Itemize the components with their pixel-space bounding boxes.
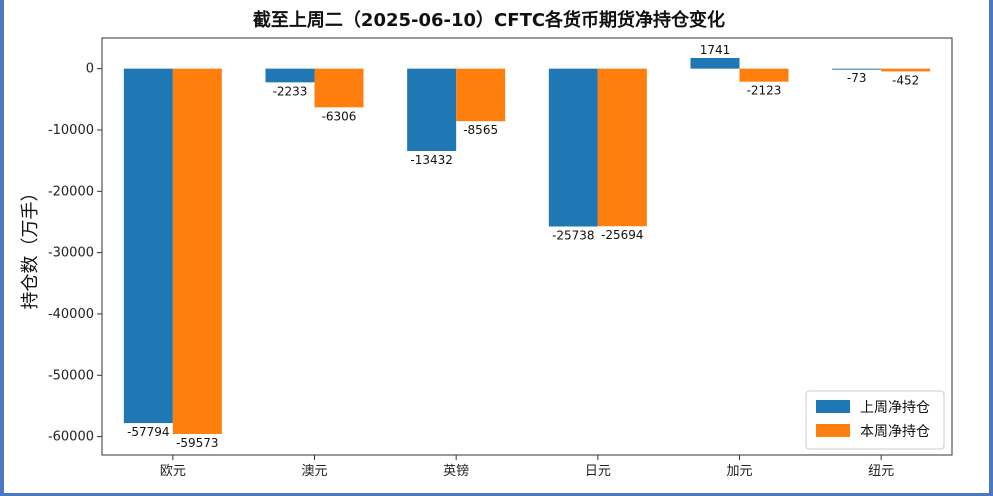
bar-labels-layer: -57794-59573-2233-6306-13432-8565-25738-… [127, 43, 919, 450]
bar-value-label: -57794 [127, 425, 170, 439]
bar [407, 68, 457, 152]
bar-value-label: -25738 [552, 228, 595, 242]
bar-value-label: -2123 [747, 84, 782, 98]
bar [739, 68, 789, 82]
bar [265, 68, 315, 83]
bar [123, 68, 173, 424]
legend-swatch-this-week [816, 424, 850, 437]
x-tick-label: 日元 [585, 464, 611, 479]
bar [597, 68, 647, 227]
bar [548, 68, 598, 227]
bar [690, 57, 740, 69]
y-tick-label: -40000 [48, 307, 94, 322]
x-tick-label: 澳元 [301, 463, 327, 479]
bar-chart: 截至上周二（2025-06-10）CFTC各货币期货净持仓变化 持仓数（万手） … [20, 9, 953, 479]
y-tick-label: -10000 [48, 123, 94, 138]
x-tick-label: 纽元 [868, 464, 894, 479]
bar-value-label: -13432 [410, 153, 453, 167]
bar-value-label: -73 [847, 71, 867, 85]
bars-layer [123, 57, 931, 434]
y-tick-label: 0 [86, 62, 94, 77]
legend-swatch-last-week [816, 400, 850, 413]
bar-value-label: -452 [892, 73, 919, 87]
plot-area [101, 37, 953, 456]
y-tick-label: -30000 [48, 246, 94, 261]
y-tick-label: -20000 [48, 184, 94, 199]
bar [314, 68, 364, 108]
bar [172, 68, 222, 434]
bar-value-label: 1741 [700, 43, 731, 57]
legend-label-last-week: 上周净持仓 [860, 400, 930, 416]
x-tick-label: 欧元 [160, 464, 186, 479]
bar-value-label: -59573 [176, 436, 219, 450]
legend: 上周净持仓 本周净持仓 [805, 390, 945, 450]
bar-value-label: -25694 [601, 228, 644, 242]
axis-layer: 0 -10000 -20000 -30000 -40000 -50000 -60000 欧元 澳… [48, 62, 894, 479]
bar [832, 68, 882, 70]
chart-title: 截至上周二（2025-06-10）CFTC各货币期货净持仓变化 [253, 9, 725, 31]
bar [881, 68, 931, 72]
x-tick-label: 英镑 [443, 463, 469, 479]
y-axis-label: 持仓数（万手） [20, 184, 41, 310]
bar [456, 68, 506, 122]
bar-value-label: -2233 [273, 84, 308, 98]
bar-value-label: -8565 [463, 123, 498, 137]
bar-value-label: -6306 [322, 109, 357, 123]
y-tick-label: -60000 [48, 430, 94, 445]
y-tick-label: -50000 [48, 368, 94, 383]
legend-label-this-week: 本周净持仓 [860, 424, 930, 440]
x-tick-label: 加元 [726, 464, 752, 479]
